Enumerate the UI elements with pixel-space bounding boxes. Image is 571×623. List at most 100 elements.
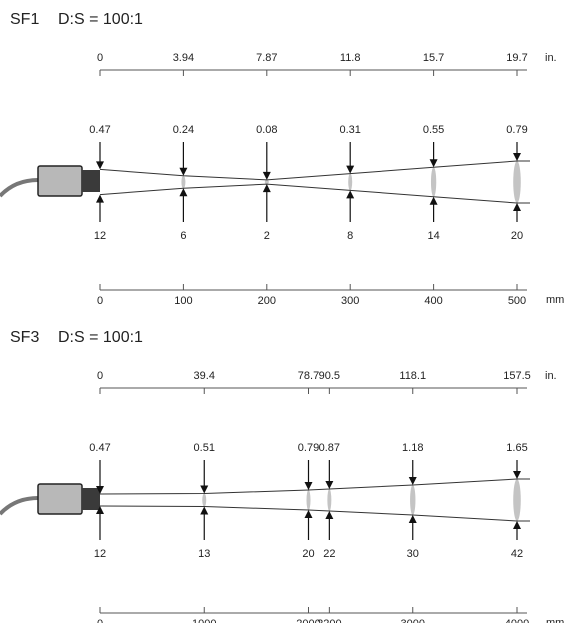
sensor-nose — [82, 170, 100, 192]
arrow-head — [96, 506, 104, 514]
spot-mm-label: 14 — [427, 230, 439, 242]
spot-inch-label: 0.79 — [298, 442, 319, 454]
arrow-head — [179, 167, 188, 176]
inch-tick-label: 7.87 — [256, 52, 277, 64]
mm-tick-label: 500 — [508, 295, 526, 307]
spot-mm-label: 22 — [323, 548, 335, 560]
spot-inch-label: 0.47 — [89, 442, 110, 454]
mm-tick-label: 1000 — [192, 618, 216, 623]
mm-tick-label: 0 — [97, 295, 103, 307]
model-name: SF3 — [10, 329, 39, 346]
spot-mm-label: 42 — [511, 548, 523, 560]
arrow-head — [513, 153, 521, 161]
spot-mm-label: 12 — [94, 548, 106, 560]
arrow-head — [304, 510, 313, 518]
spot — [430, 167, 437, 197]
arrow-head — [513, 521, 521, 529]
diagram: SF1 D:S = 100:1 in. mm 0 0 100 3.94 200 7.87 300 11… — [0, 11, 564, 307]
mm-unit: mm — [546, 617, 564, 623]
spot — [513, 161, 521, 203]
spot-mm-label: 20 — [302, 548, 314, 560]
beam-bottom — [99, 505, 530, 522]
spot-inch-label: 0.31 — [339, 124, 360, 136]
beam-top — [99, 478, 530, 495]
arrow-head — [200, 506, 209, 515]
arrow-head — [325, 511, 334, 519]
arrow-head — [262, 171, 271, 180]
spot — [327, 489, 332, 511]
mm-tick-label: 200 — [258, 295, 276, 307]
beam-top — [99, 160, 530, 181]
inch-tick-label: 19.7 — [506, 52, 527, 64]
spot — [348, 173, 353, 191]
sensor-body — [37, 165, 83, 197]
inch-tick-label: 90.5 — [319, 370, 340, 382]
sensor-nose — [82, 488, 100, 510]
spot — [306, 490, 311, 510]
mm-tick-label: 2000 — [296, 618, 320, 623]
inch-tick-label: 15.7 — [423, 52, 444, 64]
arrow-head — [325, 481, 334, 489]
arrow-head — [262, 184, 271, 193]
arrow-head — [96, 194, 104, 203]
arrow-head — [346, 165, 355, 174]
mm-tick-label: 0 — [97, 618, 103, 623]
spot-inch-label: 0.51 — [194, 442, 215, 454]
ratio: D:S = 100:1 — [58, 11, 143, 28]
spot-mm-label: 13 — [198, 548, 210, 560]
inch-tick-label: 157.5 — [503, 370, 531, 382]
spot-mm-label: 30 — [407, 548, 419, 560]
spot-mm-label: 2 — [264, 230, 270, 242]
ratio: D:S = 100:1 — [58, 329, 143, 346]
spot-inch-label: 0.79 — [506, 124, 527, 136]
spot — [410, 485, 416, 515]
spot-mm-label: 20 — [511, 230, 523, 242]
arrow-head — [429, 159, 438, 168]
spot-inch-label: 0.24 — [173, 124, 194, 136]
inch-unit: in. — [545, 370, 557, 382]
arrow-head — [346, 190, 355, 199]
spot — [181, 175, 186, 189]
spot-inch-label: 0.87 — [319, 442, 340, 454]
spot-inch-label: 1.18 — [402, 442, 423, 454]
arrow-head — [96, 161, 104, 170]
spot — [202, 493, 207, 507]
arrow-head — [200, 485, 209, 494]
inch-tick-label: 78.7 — [298, 370, 319, 382]
cable — [0, 496, 39, 516]
spot — [513, 479, 521, 521]
mm-tick-label: 100 — [174, 295, 192, 307]
arrow-head — [179, 188, 188, 197]
arrow-head — [408, 477, 417, 485]
arrow-head — [408, 515, 417, 523]
inch-tick-label: 11.8 — [340, 52, 361, 64]
cable — [0, 178, 39, 198]
inch-tick-label: 0 — [97, 370, 103, 382]
spot-inch-label: 1.65 — [506, 442, 527, 454]
inch-unit: in. — [545, 52, 557, 64]
mm-tick-label: 3000 — [401, 618, 425, 623]
arrow-head — [96, 486, 104, 494]
arrow-head — [429, 196, 438, 205]
inch-tick-label: 3.94 — [173, 52, 194, 64]
mm-tick-label: 4000 — [505, 618, 529, 623]
arrow-head — [304, 482, 313, 490]
mm-tick-label: 2200 — [317, 618, 341, 623]
inch-tick-label: 0 — [97, 52, 103, 64]
spot-mm-label: 12 — [94, 230, 106, 242]
inch-tick-label: 118.1 — [399, 370, 426, 382]
arrow-head — [513, 203, 521, 211]
spot-inch-label: 0.47 — [89, 124, 110, 136]
mm-unit: mm — [546, 294, 564, 306]
mm-tick-label: 300 — [341, 295, 359, 307]
spot-mm-label: 8 — [347, 230, 353, 242]
sensor-body — [37, 483, 83, 515]
arrow-head — [513, 471, 521, 479]
spot — [264, 179, 269, 185]
inch-tick-label: 39.4 — [194, 370, 215, 382]
spot-inch-label: 0.55 — [423, 124, 444, 136]
mm-tick-label: 400 — [424, 295, 442, 307]
beam-bottom — [99, 183, 530, 204]
